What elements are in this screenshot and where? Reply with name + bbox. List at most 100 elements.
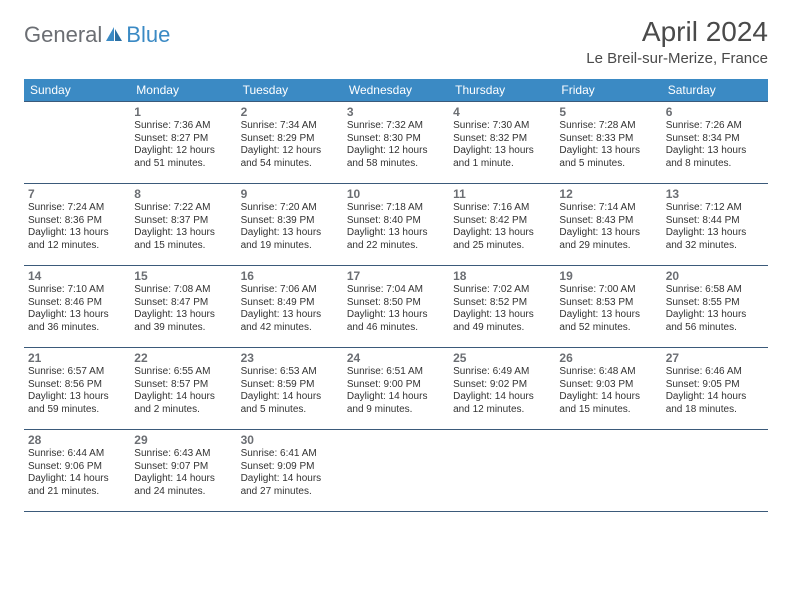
sunset-text: Sunset: 8:40 PM xyxy=(347,215,445,228)
sunset-text: Sunset: 8:27 PM xyxy=(134,133,232,146)
daylight-text: Daylight: 12 hours and 58 minutes. xyxy=(347,145,445,170)
daylight-text: Daylight: 13 hours and 12 minutes. xyxy=(28,227,126,252)
brand-part1: General xyxy=(24,22,102,48)
sunrise-text: Sunrise: 6:48 AM xyxy=(559,366,657,379)
sunset-text: Sunset: 8:32 PM xyxy=(453,133,551,146)
sunrise-text: Sunrise: 7:00 AM xyxy=(559,284,657,297)
day-number: 19 xyxy=(559,269,657,283)
calendar-day-cell: 17Sunrise: 7:04 AMSunset: 8:50 PMDayligh… xyxy=(343,266,449,348)
calendar-day-cell: 25Sunrise: 6:49 AMSunset: 9:02 PMDayligh… xyxy=(449,348,555,430)
sunrise-text: Sunrise: 6:51 AM xyxy=(347,366,445,379)
calendar-day-cell: 7Sunrise: 7:24 AMSunset: 8:36 PMDaylight… xyxy=(24,184,130,266)
calendar-day-cell xyxy=(343,430,449,512)
sunset-text: Sunset: 8:37 PM xyxy=(134,215,232,228)
daylight-text: Daylight: 13 hours and 19 minutes. xyxy=(241,227,339,252)
location-label: Le Breil-sur-Merize, France xyxy=(586,50,768,67)
calendar-week-row: 21Sunrise: 6:57 AMSunset: 8:56 PMDayligh… xyxy=(24,348,768,430)
calendar-day-cell: 28Sunrise: 6:44 AMSunset: 9:06 PMDayligh… xyxy=(24,430,130,512)
sunset-text: Sunset: 9:06 PM xyxy=(28,461,126,474)
day-number: 9 xyxy=(241,187,339,201)
daylight-text: Daylight: 13 hours and 15 minutes. xyxy=(134,227,232,252)
day-number: 14 xyxy=(28,269,126,283)
day-number: 2 xyxy=(241,105,339,119)
calendar-day-cell: 15Sunrise: 7:08 AMSunset: 8:47 PMDayligh… xyxy=(130,266,236,348)
calendar-day-cell xyxy=(555,430,661,512)
sunset-text: Sunset: 9:05 PM xyxy=(666,379,764,392)
calendar-day-cell: 4Sunrise: 7:30 AMSunset: 8:32 PMDaylight… xyxy=(449,102,555,184)
day-number: 29 xyxy=(134,433,232,447)
day-number: 15 xyxy=(134,269,232,283)
sunrise-text: Sunrise: 7:22 AM xyxy=(134,202,232,215)
daylight-text: Daylight: 13 hours and 1 minute. xyxy=(453,145,551,170)
sunrise-text: Sunrise: 6:53 AM xyxy=(241,366,339,379)
brand-logo: General Blue xyxy=(24,22,170,48)
calendar-day-cell: 8Sunrise: 7:22 AMSunset: 8:37 PMDaylight… xyxy=(130,184,236,266)
day-number: 5 xyxy=(559,105,657,119)
calendar-page: General Blue April 2024 Le Breil-sur-Mer… xyxy=(0,0,792,528)
sunrise-text: Sunrise: 7:18 AM xyxy=(347,202,445,215)
sail-icon xyxy=(104,25,124,45)
daylight-text: Daylight: 13 hours and 59 minutes. xyxy=(28,391,126,416)
day-number: 27 xyxy=(666,351,764,365)
sunrise-text: Sunrise: 7:30 AM xyxy=(453,120,551,133)
sunset-text: Sunset: 8:49 PM xyxy=(241,297,339,310)
sunrise-text: Sunrise: 7:10 AM xyxy=(28,284,126,297)
sunset-text: Sunset: 8:33 PM xyxy=(559,133,657,146)
calendar-day-cell: 16Sunrise: 7:06 AMSunset: 8:49 PMDayligh… xyxy=(237,266,343,348)
sunrise-text: Sunrise: 7:20 AM xyxy=(241,202,339,215)
sunset-text: Sunset: 8:50 PM xyxy=(347,297,445,310)
daylight-text: Daylight: 14 hours and 12 minutes. xyxy=(453,391,551,416)
day-number: 4 xyxy=(453,105,551,119)
daylight-text: Daylight: 13 hours and 32 minutes. xyxy=(666,227,764,252)
sunrise-text: Sunrise: 7:02 AM xyxy=(453,284,551,297)
sunrise-text: Sunrise: 7:06 AM xyxy=(241,284,339,297)
calendar-day-cell: 23Sunrise: 6:53 AMSunset: 8:59 PMDayligh… xyxy=(237,348,343,430)
calendar-day-cell: 12Sunrise: 7:14 AMSunset: 8:43 PMDayligh… xyxy=(555,184,661,266)
day-number: 10 xyxy=(347,187,445,201)
calendar-day-cell: 9Sunrise: 7:20 AMSunset: 8:39 PMDaylight… xyxy=(237,184,343,266)
calendar-day-cell: 5Sunrise: 7:28 AMSunset: 8:33 PMDaylight… xyxy=(555,102,661,184)
daylight-text: Daylight: 12 hours and 51 minutes. xyxy=(134,145,232,170)
sunrise-text: Sunrise: 6:57 AM xyxy=(28,366,126,379)
daylight-text: Daylight: 13 hours and 39 minutes. xyxy=(134,309,232,334)
day-number: 12 xyxy=(559,187,657,201)
day-number: 20 xyxy=(666,269,764,283)
sunset-text: Sunset: 8:29 PM xyxy=(241,133,339,146)
daylight-text: Daylight: 13 hours and 5 minutes. xyxy=(559,145,657,170)
daylight-text: Daylight: 13 hours and 8 minutes. xyxy=(666,145,764,170)
calendar-day-cell: 1Sunrise: 7:36 AMSunset: 8:27 PMDaylight… xyxy=(130,102,236,184)
day-number: 3 xyxy=(347,105,445,119)
calendar-day-cell: 20Sunrise: 6:58 AMSunset: 8:55 PMDayligh… xyxy=(662,266,768,348)
calendar-day-cell: 24Sunrise: 6:51 AMSunset: 9:00 PMDayligh… xyxy=(343,348,449,430)
month-title: April 2024 xyxy=(586,16,768,48)
sunset-text: Sunset: 8:30 PM xyxy=(347,133,445,146)
calendar-day-cell: 3Sunrise: 7:32 AMSunset: 8:30 PMDaylight… xyxy=(343,102,449,184)
sunset-text: Sunset: 9:02 PM xyxy=(453,379,551,392)
daylight-text: Daylight: 14 hours and 9 minutes. xyxy=(347,391,445,416)
sunset-text: Sunset: 8:55 PM xyxy=(666,297,764,310)
calendar-day-cell: 30Sunrise: 6:41 AMSunset: 9:09 PMDayligh… xyxy=(237,430,343,512)
sunset-text: Sunset: 8:42 PM xyxy=(453,215,551,228)
day-number: 7 xyxy=(28,187,126,201)
day-of-week-row: Sunday Monday Tuesday Wednesday Thursday… xyxy=(24,79,768,102)
sunset-text: Sunset: 9:00 PM xyxy=(347,379,445,392)
day-number: 16 xyxy=(241,269,339,283)
sunrise-text: Sunrise: 7:34 AM xyxy=(241,120,339,133)
sunrise-text: Sunrise: 7:32 AM xyxy=(347,120,445,133)
daylight-text: Daylight: 13 hours and 25 minutes. xyxy=(453,227,551,252)
day-number: 23 xyxy=(241,351,339,365)
daylight-text: Daylight: 14 hours and 15 minutes. xyxy=(559,391,657,416)
calendar-week-row: 28Sunrise: 6:44 AMSunset: 9:06 PMDayligh… xyxy=(24,430,768,512)
day-number: 11 xyxy=(453,187,551,201)
dow-header: Saturday xyxy=(662,79,768,102)
calendar-day-cell: 22Sunrise: 6:55 AMSunset: 8:57 PMDayligh… xyxy=(130,348,236,430)
sunrise-text: Sunrise: 6:49 AM xyxy=(453,366,551,379)
calendar-week-row: 14Sunrise: 7:10 AMSunset: 8:46 PMDayligh… xyxy=(24,266,768,348)
sunrise-text: Sunrise: 7:14 AM xyxy=(559,202,657,215)
dow-header: Friday xyxy=(555,79,661,102)
sunset-text: Sunset: 8:53 PM xyxy=(559,297,657,310)
calendar-day-cell: 14Sunrise: 7:10 AMSunset: 8:46 PMDayligh… xyxy=(24,266,130,348)
daylight-text: Daylight: 14 hours and 27 minutes. xyxy=(241,473,339,498)
day-number: 26 xyxy=(559,351,657,365)
day-number: 25 xyxy=(453,351,551,365)
